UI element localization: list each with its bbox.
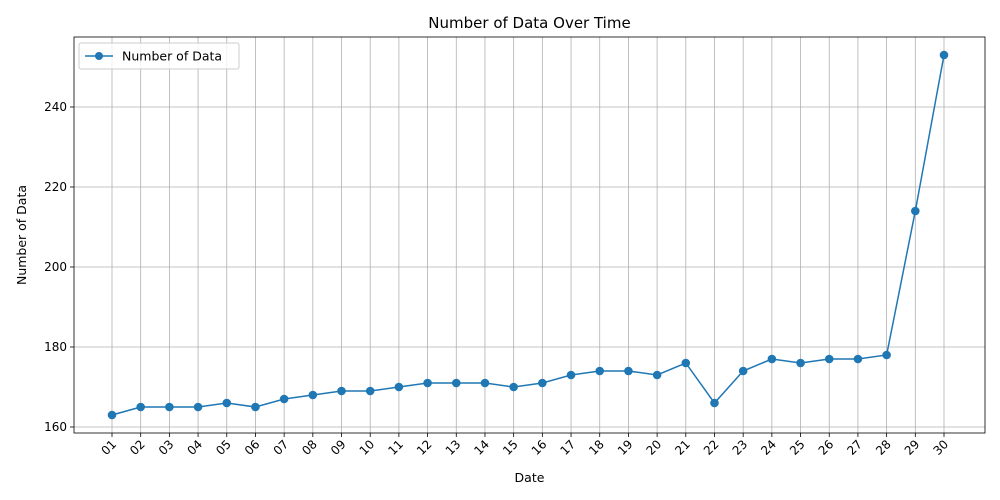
x-tick-label: 10: [357, 437, 378, 458]
data-point: [480, 378, 490, 388]
data-point: [279, 394, 289, 404]
x-tick-label: 13: [443, 437, 464, 458]
y-axis-label: Number of Data: [14, 185, 29, 285]
plot-frame: [73, 36, 986, 434]
legend: Number of Data: [78, 42, 240, 70]
data-point: [796, 358, 805, 368]
x-tick-label: 05: [213, 437, 234, 458]
data-point: [394, 382, 404, 392]
x-tick-label: 04: [184, 437, 205, 458]
legend-box: [78, 42, 240, 70]
data-point: [193, 402, 203, 412]
x-tick-label: 28: [873, 437, 894, 458]
data-point: [882, 350, 891, 360]
data-point: [853, 354, 863, 364]
data-point: [136, 402, 145, 412]
x-tick-label: 14: [471, 437, 492, 458]
x-tick-label: 27: [844, 437, 865, 458]
data-point: [222, 398, 232, 408]
x-tick-label: 09: [328, 437, 349, 458]
data-point: [566, 370, 576, 380]
data-point: [308, 390, 318, 400]
x-tick-label: 08: [299, 437, 320, 458]
data-point: [738, 366, 748, 376]
x-axis-label: Date: [515, 470, 545, 485]
x-tick-label: 15: [500, 437, 521, 458]
data-point: [509, 382, 518, 392]
x-tick-label: 25: [787, 437, 808, 458]
x-tick-label: 07: [271, 437, 292, 458]
chart-title: Number of Data Over Time: [428, 14, 630, 32]
x-tick-label: 01: [98, 437, 119, 458]
data-point: [911, 206, 920, 216]
y-tick-label: 240: [44, 100, 67, 114]
x-tick-label: 22: [701, 437, 722, 458]
data-point: [710, 398, 719, 408]
x-tick-label: 16: [529, 437, 550, 458]
legend-label: Number of Data: [122, 49, 222, 64]
x-tick-label: 06: [242, 437, 263, 458]
data-point: [652, 370, 662, 380]
y-tick-label: 220: [44, 180, 67, 194]
data-point: [251, 402, 260, 412]
y-tick-label: 180: [44, 340, 67, 354]
series-line: [111, 54, 945, 416]
x-tick-label: 29: [902, 437, 923, 458]
x-tick-label: 12: [414, 437, 435, 458]
legend-marker-swatch: [95, 52, 103, 60]
x-tick-label: 03: [156, 437, 177, 458]
x-tick-label: 30: [930, 437, 951, 458]
grid: [74, 37, 985, 433]
data-point: [423, 378, 432, 388]
data-point: [824, 354, 834, 364]
y-tick-label: 200: [44, 260, 67, 274]
data-point: [337, 386, 346, 396]
x-tick-label: 20: [644, 437, 665, 458]
data-point: [107, 410, 117, 420]
data-point: [165, 402, 174, 412]
y-tick-label: 160: [44, 420, 67, 434]
x-tick-label: 23: [730, 437, 751, 458]
data-point: [624, 366, 633, 376]
x-axis: 01 02 03 04 05 06 07 08 09 10 11 12 13 14 15 16 17 18 19 20…: [98, 433, 951, 458]
x-tick-label: 24: [758, 437, 779, 458]
data-point: [939, 50, 949, 60]
x-tick-label: 18: [586, 437, 607, 458]
data-point: [365, 386, 375, 396]
x-tick-label: 26: [816, 437, 837, 458]
data-point: [595, 366, 605, 376]
data-point: [767, 354, 777, 364]
x-tick-label: 19: [615, 437, 636, 458]
x-tick-label: 21: [672, 437, 693, 458]
x-tick-label: 02: [127, 437, 148, 458]
data-point: [451, 378, 461, 388]
data-point: [681, 358, 691, 368]
x-tick-label: 11: [385, 437, 406, 458]
x-tick-label: 17: [557, 437, 578, 458]
data-point: [538, 378, 547, 388]
series-layer: [107, 50, 949, 420]
y-axis: 160 180 200 220 240: [44, 100, 74, 434]
